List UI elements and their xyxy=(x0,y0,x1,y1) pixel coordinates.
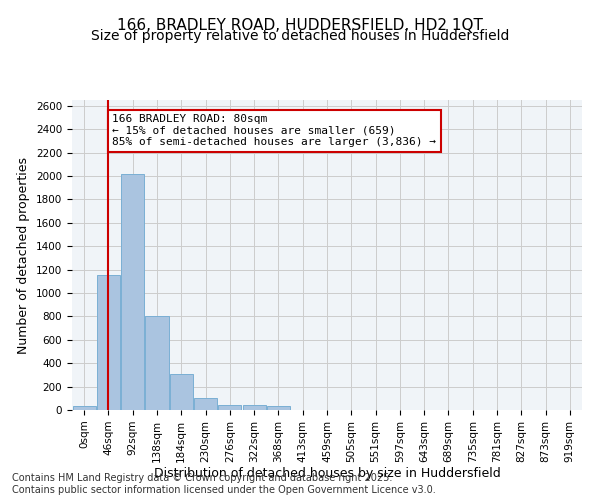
Bar xyxy=(218,406,241,410)
Bar xyxy=(121,174,144,410)
X-axis label: Distribution of detached houses by size in Huddersfield: Distribution of detached houses by size … xyxy=(154,468,500,480)
Bar xyxy=(242,406,266,410)
Bar xyxy=(97,276,120,410)
Bar xyxy=(170,374,193,410)
Bar xyxy=(145,316,169,410)
Text: Size of property relative to detached houses in Huddersfield: Size of property relative to detached ho… xyxy=(91,29,509,43)
Bar xyxy=(267,406,290,410)
Text: 166, BRADLEY ROAD, HUDDERSFIELD, HD2 1QT: 166, BRADLEY ROAD, HUDDERSFIELD, HD2 1QT xyxy=(117,18,483,32)
Bar xyxy=(73,406,95,410)
Text: Contains HM Land Registry data © Crown copyright and database right 2025.
Contai: Contains HM Land Registry data © Crown c… xyxy=(12,474,436,495)
Y-axis label: Number of detached properties: Number of detached properties xyxy=(17,156,31,354)
Text: 166 BRADLEY ROAD: 80sqm
← 15% of detached houses are smaller (659)
85% of semi-d: 166 BRADLEY ROAD: 80sqm ← 15% of detache… xyxy=(112,114,436,147)
Bar xyxy=(194,398,217,410)
